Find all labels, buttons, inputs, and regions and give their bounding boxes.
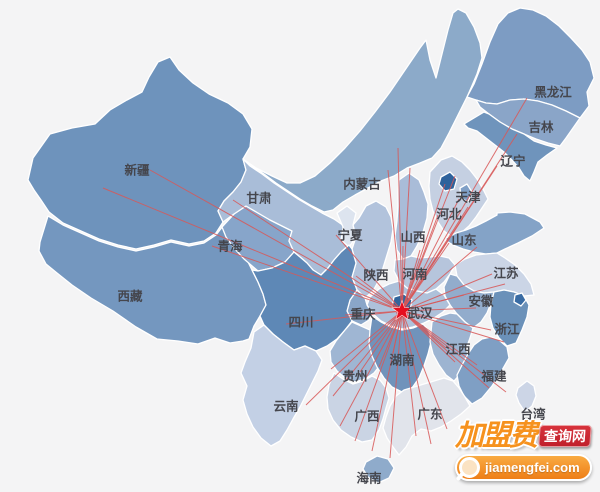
- route-line-2: [232, 199, 403, 312]
- logo-domain-text: jiamengfei.com: [485, 460, 580, 475]
- route-line-44: [401, 310, 417, 437]
- region-shaanxi: [351, 200, 394, 299]
- route-line-43: [389, 310, 403, 459]
- region-hainan: [362, 455, 395, 484]
- region-shanxi: [394, 172, 429, 260]
- region-fujian: [456, 336, 510, 405]
- route-line-15: [401, 175, 456, 312]
- route-line-0: [149, 169, 403, 312]
- region-xinjiang: [27, 56, 253, 250]
- route-line-41: [354, 310, 403, 442]
- route-line-23: [401, 273, 493, 312]
- route-line-7: [344, 310, 403, 316]
- region-shanghai: [513, 292, 527, 307]
- route-line-31: [401, 310, 478, 366]
- route-line-37: [330, 310, 403, 370]
- region-beijing: [438, 171, 458, 192]
- region-shandong: [445, 211, 545, 255]
- route-line-46: [401, 310, 448, 430]
- route-line-5: [355, 275, 403, 312]
- region-ningxia: [336, 205, 357, 248]
- route-line-19: [401, 246, 478, 312]
- route-line-28: [401, 310, 505, 343]
- region-guangdong: [382, 377, 471, 456]
- route-line-30: [401, 310, 456, 363]
- route-line-1: [102, 187, 403, 312]
- route-line-36: [359, 310, 403, 373]
- logo-title-row: 加盟费 查询网: [455, 420, 600, 452]
- route-line-8: [387, 169, 403, 312]
- region-yunnan: [240, 324, 323, 447]
- route-line-14: [401, 183, 446, 312]
- logo-badge-text: 查询网: [538, 425, 592, 447]
- route-line-42: [371, 310, 403, 452]
- site-watermark-logo[interactable]: 加盟费 查询网 jiamengfei.com: [455, 420, 600, 483]
- route-line-27: [401, 310, 492, 331]
- region-taiwan: [515, 380, 537, 413]
- route-line-26: [401, 307, 477, 312]
- region-liaoning: [463, 111, 558, 182]
- route-line-22: [401, 97, 528, 312]
- route-line-4: [335, 234, 403, 312]
- logo-domain-pill[interactable]: jiamengfei.com: [455, 454, 592, 481]
- magnifier-icon: [459, 457, 480, 478]
- logo-brand-text: 加盟费: [455, 419, 538, 452]
- route-line-9: [397, 147, 403, 312]
- wuhan-star-marker: [391, 299, 413, 321]
- route-line-3: [211, 245, 403, 312]
- route-line-33: [401, 310, 507, 393]
- route-line-16: [401, 198, 460, 312]
- region-neimenggu: [242, 8, 483, 213]
- route-line-10: [401, 167, 411, 312]
- route-line-38: [332, 310, 403, 397]
- route-line-39: [305, 310, 403, 406]
- route-line-25: [401, 294, 465, 312]
- route-line-21: [401, 133, 518, 312]
- route-line-32: [401, 310, 490, 389]
- route-line-6: [285, 310, 403, 325]
- route-line-40: [339, 310, 403, 427]
- route-line-45: [401, 310, 432, 445]
